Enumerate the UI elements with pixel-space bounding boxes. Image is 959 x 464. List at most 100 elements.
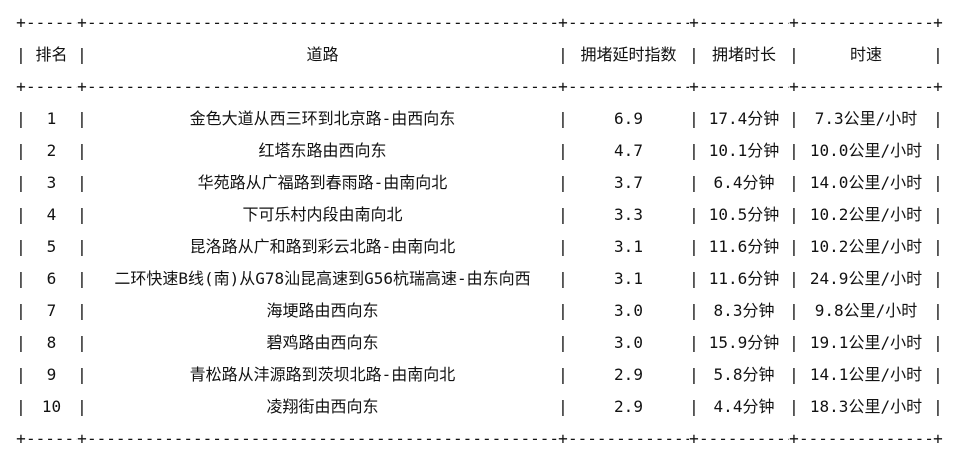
table-row: 6 二环快速B线(南)从G78汕昆高速到G56杭瑞高速-由东向西 3.1 11.6分钟… [16, 263, 959, 295]
col-divider [933, 359, 943, 391]
border-joint [789, 7, 799, 39]
col-divider [558, 39, 568, 71]
border-joint [77, 7, 87, 39]
table-row: 9 青松路从沣源路到茨坝北路-由南向北 2.9 5.8分钟 14.1公里/小时 [16, 359, 959, 391]
col-divider [16, 263, 26, 295]
table-row: 8 碧鸡路由西向东 3.0 15.9分钟 19.1公里/小时 [16, 327, 959, 359]
col-divider [933, 135, 943, 167]
duration-cell: 10.5分钟 [708, 205, 780, 224]
border-joint [689, 7, 699, 39]
road-cell: 青松路从沣源路到茨坝北路-由南向北 [189, 365, 456, 384]
col-divider [689, 327, 699, 359]
duration-cell: 5.8分钟 [713, 365, 775, 384]
col-divider [789, 295, 799, 327]
road-cell: 凌翔街由西向东 [266, 397, 379, 416]
duration-cell: 4.4分钟 [713, 397, 775, 416]
border-segment [699, 71, 789, 103]
speed-cell: 18.3公里/小时 [809, 397, 923, 416]
col-divider [558, 391, 568, 423]
duration-cell: 10.1分钟 [708, 141, 780, 160]
border-joint [933, 71, 943, 103]
col-divider [689, 391, 699, 423]
road-cell: 下可乐村内段由南向北 [242, 205, 403, 224]
border-segment [799, 423, 933, 455]
table-row: 4 下可乐村内段由南向北 3.3 10.5分钟 10.2公里/小时 [16, 199, 959, 231]
col-divider [689, 103, 699, 135]
col-divider [77, 167, 87, 199]
col-divider [789, 199, 799, 231]
road-cell: 红塔东路由西向东 [258, 141, 387, 160]
column-header-index: 拥堵延时指数 [580, 45, 677, 64]
index-cell: 6.9 [614, 109, 643, 128]
border-segment [26, 423, 77, 455]
col-divider [789, 103, 799, 135]
col-divider [789, 359, 799, 391]
table-row: 2 红塔东路由西向东 4.7 10.1分钟 10.0公里/小时 [16, 135, 959, 167]
col-divider [16, 135, 26, 167]
rank-cell: 3 [46, 173, 57, 192]
col-divider [689, 231, 699, 263]
border-segment [799, 7, 933, 39]
col-divider [558, 199, 568, 231]
column-header-duration: 拥堵时长 [711, 45, 776, 64]
col-divider [77, 135, 87, 167]
table-row: 10 凌翔街由西向东 2.9 4.4分钟 18.3公里/小时 [16, 391, 959, 423]
col-divider [558, 359, 568, 391]
col-divider [77, 391, 87, 423]
col-divider [933, 199, 943, 231]
table-row: 7 海埂路由西向东 3.0 8.3分钟 9.8公里/小时 [16, 295, 959, 327]
col-divider [558, 327, 568, 359]
border-segment [87, 423, 558, 455]
col-divider [16, 103, 26, 135]
col-divider [789, 39, 799, 71]
col-divider [789, 231, 799, 263]
border-joint [933, 423, 943, 455]
index-cell: 3.0 [614, 333, 643, 352]
rank-cell: 2 [46, 141, 57, 160]
col-divider [933, 103, 943, 135]
col-divider [558, 295, 568, 327]
duration-cell: 6.4分钟 [713, 173, 775, 192]
border-joint [77, 423, 87, 455]
speed-cell: 14.0公里/小时 [809, 173, 923, 192]
col-divider [558, 263, 568, 295]
border-segment [26, 7, 77, 39]
rank-cell: 10 [41, 397, 62, 416]
table-border-top [16, 7, 959, 39]
column-header-road: 道路 [306, 45, 339, 64]
column-header-speed: 时速 [849, 45, 882, 64]
table-header-row: 排名 道路 拥堵延时指数 拥堵时长 时速 [16, 39, 959, 71]
col-divider [689, 199, 699, 231]
border-joint [16, 7, 26, 39]
col-divider [933, 327, 943, 359]
col-divider [16, 39, 26, 71]
col-divider [789, 263, 799, 295]
col-divider [77, 327, 87, 359]
col-divider [689, 263, 699, 295]
road-cell: 昆洛路从广和路到彩云北路-由南向北 [189, 237, 456, 256]
border-joint [558, 71, 568, 103]
col-divider [77, 263, 87, 295]
col-divider [933, 167, 943, 199]
border-joint [789, 423, 799, 455]
border-segment [799, 71, 933, 103]
col-divider [933, 231, 943, 263]
col-divider [933, 39, 943, 71]
duration-cell: 15.9分钟 [708, 333, 780, 352]
border-segment [699, 423, 789, 455]
index-cell: 3.7 [614, 173, 643, 192]
speed-cell: 19.1公里/小时 [809, 333, 923, 352]
speed-cell: 9.8公里/小时 [814, 301, 918, 320]
index-cell: 3.0 [614, 301, 643, 320]
rank-cell: 9 [46, 365, 57, 384]
col-divider [16, 327, 26, 359]
speed-cell: 10.2公里/小时 [809, 205, 923, 224]
border-joint [558, 7, 568, 39]
border-joint [558, 423, 568, 455]
road-cell: 二环快速B线(南)从G78汕昆高速到G56杭瑞高速-由东向西 [114, 269, 531, 288]
speed-cell: 7.3公里/小时 [814, 109, 918, 128]
border-segment [568, 71, 689, 103]
col-divider [77, 231, 87, 263]
col-divider [689, 359, 699, 391]
